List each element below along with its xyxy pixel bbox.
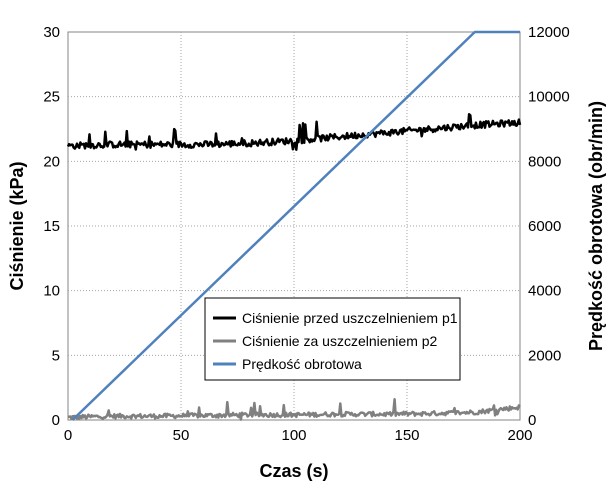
x-axis-title: Czas (s)	[259, 461, 328, 481]
series-line-speed	[71, 30, 520, 421]
legend-label-p2: Ciśnienie za uszczelnieniem p2	[242, 333, 438, 349]
x-tick-label: 150	[394, 427, 419, 444]
y2-tick-label: 4000	[528, 283, 561, 300]
legend-label-p1: Ciśnienie przed uszczelnieniem p1	[242, 310, 458, 326]
y-tick-label: 30	[43, 24, 60, 41]
y-tick-label: 15	[43, 218, 60, 235]
y-tick-label: 5	[52, 347, 60, 364]
series-line-p2	[67, 398, 521, 421]
legend-box	[204, 297, 461, 381]
x-tick-label: 0	[64, 427, 72, 444]
y-tick-label: 20	[43, 153, 60, 170]
y-tick-label: 0	[52, 412, 60, 429]
y-tick-label: 25	[43, 89, 60, 106]
tick-labels: 0 50 100 150 2000510152025300200040006000800…	[43, 24, 569, 444]
legend-label-speed: Prędkość obrotowa	[242, 356, 362, 372]
y2-tick-label: 12000	[528, 24, 570, 41]
x-tick-label: 100	[281, 427, 306, 444]
y2-axis-title: Prędkość obrotowa (obr/min)	[586, 101, 606, 351]
x-tick-label: 200	[507, 427, 532, 444]
y2-tick-label: 2000	[528, 347, 561, 364]
series-line-p1	[66, 113, 522, 151]
legend: Ciśnienie przed uszczelnieniem p1 Ciśnie…	[204, 297, 461, 381]
y2-tick-label: 10000	[528, 89, 570, 106]
y2-tick-label: 6000	[528, 218, 561, 235]
y-axis-title: Ciśnienie (kPa)	[7, 161, 27, 290]
y2-tick-label: 0	[528, 412, 536, 429]
y-tick-label: 10	[43, 283, 60, 300]
y2-tick-label: 8000	[528, 153, 561, 170]
series-layer	[66, 30, 522, 421]
x-tick-label: 50	[173, 427, 190, 444]
